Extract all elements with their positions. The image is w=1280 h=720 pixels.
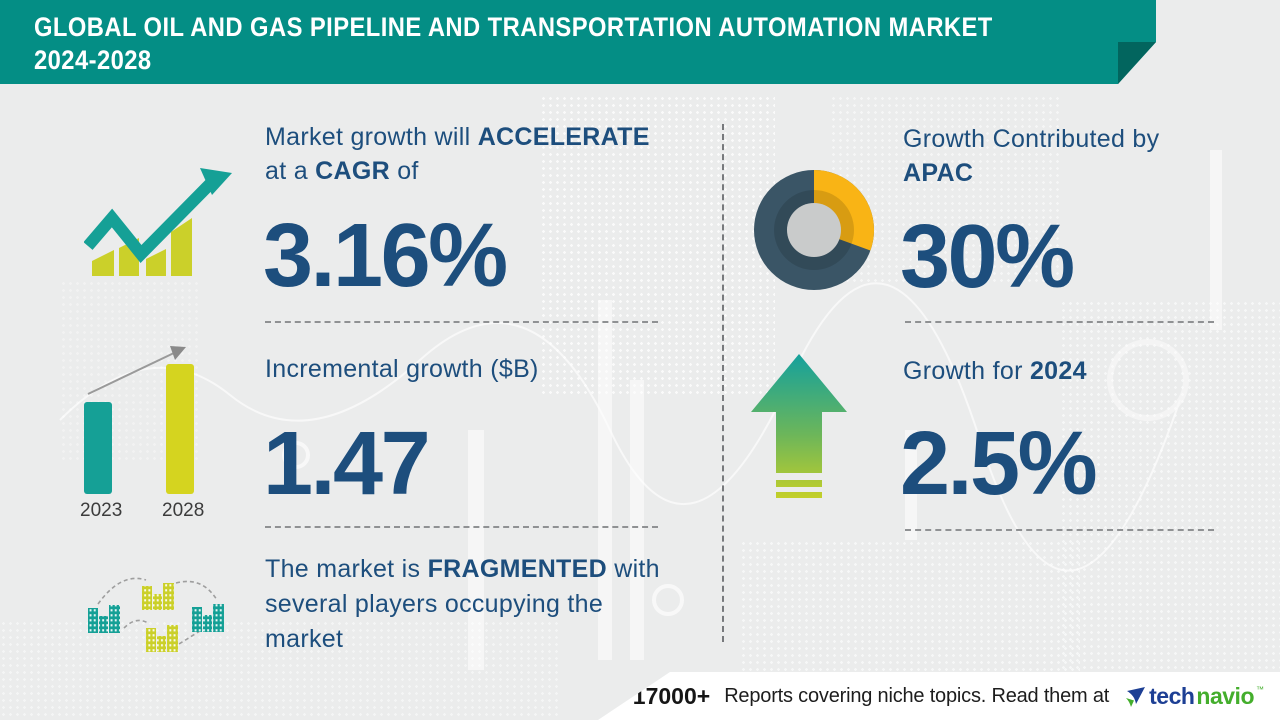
cagr-heading-post: of (397, 157, 419, 185)
footer-note: Reports covering niche topics. Read them… (724, 684, 1110, 707)
background-dot-pattern (740, 540, 1080, 672)
up-arrow-icon (751, 354, 847, 498)
header-banner (0, 0, 1156, 84)
cagr-heading-accelerate: ACCELERATE (477, 123, 650, 151)
fragmentation-post: with several players occupying the marke… (265, 555, 660, 653)
separator (905, 321, 1214, 323)
technavio-brand: tech navio ™ (1123, 684, 1264, 709)
cagr-heading-regular: Market growth will (265, 123, 471, 151)
cagr-heading-cagr: CAGR (315, 157, 390, 185)
fragmentation-bold: FRAGMENTED (427, 555, 607, 583)
separator (905, 529, 1214, 531)
cagr-heading-pre: at a (265, 157, 308, 185)
brand-navio: navio (1196, 682, 1254, 709)
growth-2024-value: 2.5% (900, 414, 1098, 514)
incremental-growth-value: 1.47 (263, 414, 431, 514)
fragmentation-text: The market is FRAGMENTED with several pl… (265, 552, 683, 657)
brand-tech: tech (1149, 682, 1195, 709)
separator (265, 321, 658, 323)
bar-comparison-icon: 2023 2028 (80, 346, 204, 521)
bar-end-year-label: 2028 (162, 500, 204, 521)
fragmentation-pre: The market is (265, 555, 421, 583)
apac-heading-line1: Growth Contributed by (903, 125, 1160, 153)
page-title-line2: 2024-2028 (34, 45, 152, 75)
apac-value: 30% (900, 207, 1075, 307)
brand-trademark: ™ (1256, 684, 1264, 694)
growth-2024-prefix: Growth for (903, 357, 1023, 385)
cagr-value: 3.16% (263, 206, 508, 306)
growth-trend-icon (84, 168, 232, 276)
apac-heading-bold: APAC (903, 159, 974, 187)
separator (265, 526, 658, 528)
column-divider (722, 124, 724, 642)
apac-heading: Growth Contributed by APAC (903, 122, 1243, 190)
incremental-growth-label: Incremental growth ($B) (265, 355, 539, 383)
technavio-logo-icon (1126, 686, 1146, 707)
growth-2024-year: 2024 (1029, 357, 1087, 385)
report-count: 17000+ (632, 682, 711, 709)
footer-bar: 17000+ Reports covering niche topics. Re… (598, 672, 1280, 720)
bar-start-year-label: 2023 (80, 500, 122, 521)
page-title-line1: GLOBAL OIL AND GAS PIPELINE AND TRANSPOR… (34, 12, 993, 42)
buildings-network-icon (88, 577, 224, 652)
growth-2024-heading: Growth for 2024 (903, 354, 1243, 388)
donut-chart-icon (754, 170, 875, 290)
page-title: GLOBAL OIL AND GAS PIPELINE AND TRANSPOR… (34, 11, 993, 77)
cagr-heading: Market growth will ACCELERATE at a CAGR … (265, 120, 695, 188)
